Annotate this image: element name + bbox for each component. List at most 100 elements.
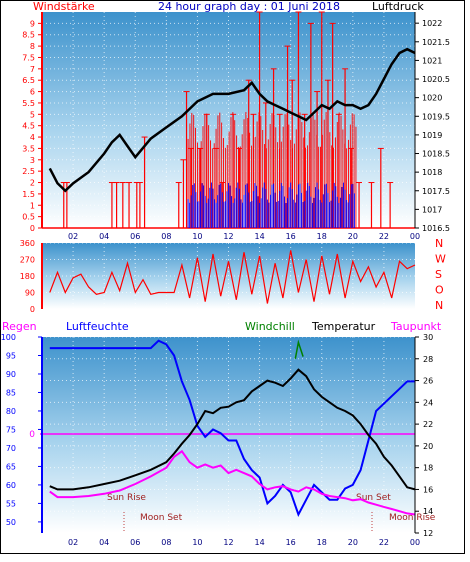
time-tick-label: 12: [223, 538, 233, 547]
pressure-tick-label: 1021: [422, 56, 442, 65]
temperature-tick-label: 26: [423, 377, 433, 386]
compass-label: S: [435, 268, 442, 281]
temperature-axis-title: Temperatur: [311, 320, 376, 333]
wind-tick-label: 0: [30, 224, 35, 233]
humidity-tick-label: 75: [6, 425, 16, 434]
time-tick-label: 14: [254, 232, 264, 241]
graph-title: 24 hour graph day : 01 Juni 2018: [158, 0, 340, 13]
time-tick-label: 18: [317, 538, 327, 547]
moon-rise-label: Moon Rise: [389, 513, 436, 523]
time-tick-label: 10: [192, 232, 202, 241]
time-axis-top: 02 04 06 08 10 12 14 16 18 20 22 00: [68, 232, 420, 241]
humidity-tick-label: 90: [6, 370, 16, 379]
compass-label: N: [435, 237, 443, 250]
wind-direction-degree-axis: 0 90 180 270 360: [20, 239, 43, 314]
temperature-tick-label: 12: [423, 529, 433, 538]
direction-tick-label: 0: [30, 305, 35, 314]
wind-tick-label: 8: [30, 42, 35, 51]
humidity-tick-label: 80: [6, 407, 16, 416]
wind-axis: 0 0.5 1 1.5 2 2.5 3 3.5 4 4.5 5 5.5 6 6.5 7 7.5 8 8.5 9: [22, 12, 43, 233]
pressure-tick-label: 1016.5: [422, 224, 450, 233]
pressure-tick-label: 1018: [422, 168, 442, 177]
time-tick-label: 18: [317, 232, 327, 241]
time-tick-label: 00: [410, 232, 420, 241]
compass-label: W: [435, 253, 446, 266]
dewpoint-axis-title: Taupunkt: [390, 320, 442, 333]
wind-tick-label: 2.5: [22, 167, 35, 176]
humidity-line: [49, 339, 415, 518]
wind-tick-label: 2: [30, 179, 35, 188]
compass-label: N: [435, 299, 443, 312]
temperature-tick-label: 24: [423, 398, 433, 407]
time-axis-bottom: 02 04 06 08 10 12 14 16 18 20 22 00: [68, 538, 420, 547]
time-tick-label: 02: [68, 538, 78, 547]
temperature-tick-label: 14: [423, 507, 433, 516]
time-tick-label: 06: [130, 232, 140, 241]
time-tick-label: 08: [161, 538, 171, 547]
pressure-tick-label: 1018.5: [422, 150, 450, 159]
time-tick-label: 04: [99, 232, 109, 241]
wind-tick-label: 0.5: [22, 213, 35, 222]
humidity-tick-label: 70: [6, 444, 16, 453]
wind-tick-label: 4: [30, 133, 35, 142]
time-tick-label: 04: [99, 538, 109, 547]
time-tick-label: 14: [254, 538, 264, 547]
windchill-title: Windchill: [245, 320, 295, 333]
wind-tick-label: 9: [30, 19, 35, 28]
wind-direction-grid: [42, 242, 415, 310]
wind-tick-label: 7.5: [22, 53, 35, 62]
wind-tick-label: 5: [30, 110, 35, 119]
wind-tick-label: 4.5: [22, 122, 35, 131]
direction-tick-label: 180: [20, 272, 35, 281]
time-tick-label: 12: [223, 232, 233, 241]
humidity-tick-label: 65: [6, 462, 16, 471]
pressure-tick-label: 1020: [422, 94, 442, 103]
humidity-tick-label: 60: [6, 481, 16, 490]
temperature-tick-label: 22: [423, 420, 433, 429]
pressure-tick-label: 1017: [422, 205, 442, 214]
pressure-tick-label: 1021.5: [422, 38, 450, 47]
wind-tick-label: 8.5: [22, 31, 35, 40]
wind-tick-label: 5.5: [22, 99, 35, 108]
time-tick-label: 20: [348, 232, 358, 241]
pressure-tick-label: 1017.5: [422, 187, 450, 196]
wind-tick-label: 6: [30, 88, 35, 97]
compass-label: O: [435, 284, 444, 297]
pressure-axis-title: Luftdruck: [372, 0, 424, 13]
humidity-temperature-panel: Sun Rise Moon Set Sun Set Moon Rise 50 55…: [1, 333, 436, 547]
humidity-axis-title: Luftfeuchte: [66, 320, 129, 333]
time-tick-label: 08: [161, 232, 171, 241]
humidity-tick-label: 95: [6, 351, 16, 360]
humidity-tick-label: 55: [6, 499, 16, 508]
wind-pressure-panel: 0 0.5 1 1.5 2 2.5 3 3.5 4 4.5 5 5.5 6 6.5 7 7.5 8 8.5 9 10…: [22, 11, 450, 241]
wind-direction-line: [49, 250, 416, 304]
temperature-tick-label: 28: [423, 355, 433, 364]
rain-axis-title: Regen: [2, 320, 37, 333]
direction-tick-label: 270: [20, 256, 35, 265]
time-tick-label: 00: [410, 538, 420, 547]
wind-tick-label: 3.5: [22, 144, 35, 153]
temperature-tick-label: 30: [423, 333, 433, 342]
time-tick-label: 16: [286, 538, 296, 547]
wind-axis-title: Windstärke: [33, 0, 95, 13]
time-tick-label: 22: [379, 232, 389, 241]
temperature-tick-label: 18: [423, 464, 433, 473]
temperature-tick-label: 20: [423, 442, 433, 451]
wind-tick-label: 3: [30, 156, 35, 165]
time-tick-label: 06: [130, 538, 140, 547]
humidity-tick-label: 100: [1, 333, 16, 342]
rain-axis-zero-label: 0: [29, 430, 35, 440]
moon-set-label: Moon Set: [140, 513, 183, 523]
temperature-line: [49, 368, 416, 491]
time-tick-label: 16: [286, 232, 296, 241]
pressure-tick-label: 1019: [422, 131, 442, 140]
wind-tick-label: 7: [30, 65, 35, 74]
pressure-tick-label: 1020.5: [422, 75, 450, 84]
sun-rise-label: Sun Rise: [107, 493, 146, 503]
dewpoint-line: [49, 449, 416, 516]
temperature-tick-label: 16: [423, 485, 433, 494]
humidity-tick-label: 85: [6, 388, 16, 397]
